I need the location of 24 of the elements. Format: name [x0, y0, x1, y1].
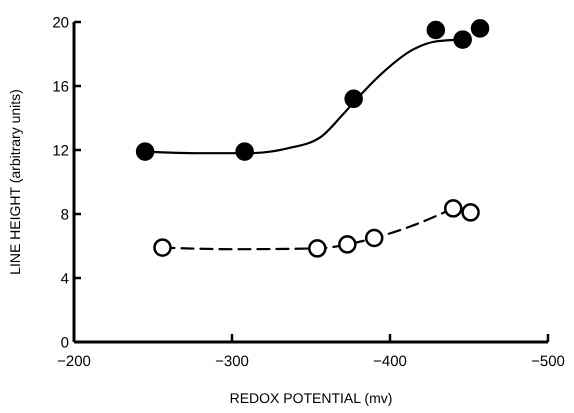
point — [461, 203, 480, 222]
point — [153, 238, 172, 257]
y-tick-label: 12 — [52, 142, 69, 160]
y-tick-label: 16 — [52, 78, 69, 96]
point — [235, 142, 254, 161]
x-tick-label: −200 — [57, 353, 91, 370]
y-tick-label: 4 — [60, 270, 69, 288]
point — [308, 239, 327, 258]
point — [453, 30, 472, 49]
x-tick-label: −300 — [215, 353, 249, 370]
point — [344, 90, 363, 108]
point — [426, 20, 446, 40]
point — [444, 199, 462, 218]
x-tick-label: −500 — [531, 353, 565, 370]
point — [470, 19, 490, 38]
point — [338, 235, 357, 254]
y-axis-title: LINE HEIGHT (arbitrary units) — [7, 89, 23, 275]
x-axis-title: REDOX POTENTIAL (mv) — [230, 390, 392, 406]
y-tick-label: 8 — [60, 206, 69, 224]
point — [136, 142, 154, 161]
x-tick-label: −400 — [373, 353, 407, 370]
y-tick-label: 0 — [60, 334, 69, 352]
point — [364, 228, 384, 248]
y-tick-label: 20 — [52, 14, 69, 32]
